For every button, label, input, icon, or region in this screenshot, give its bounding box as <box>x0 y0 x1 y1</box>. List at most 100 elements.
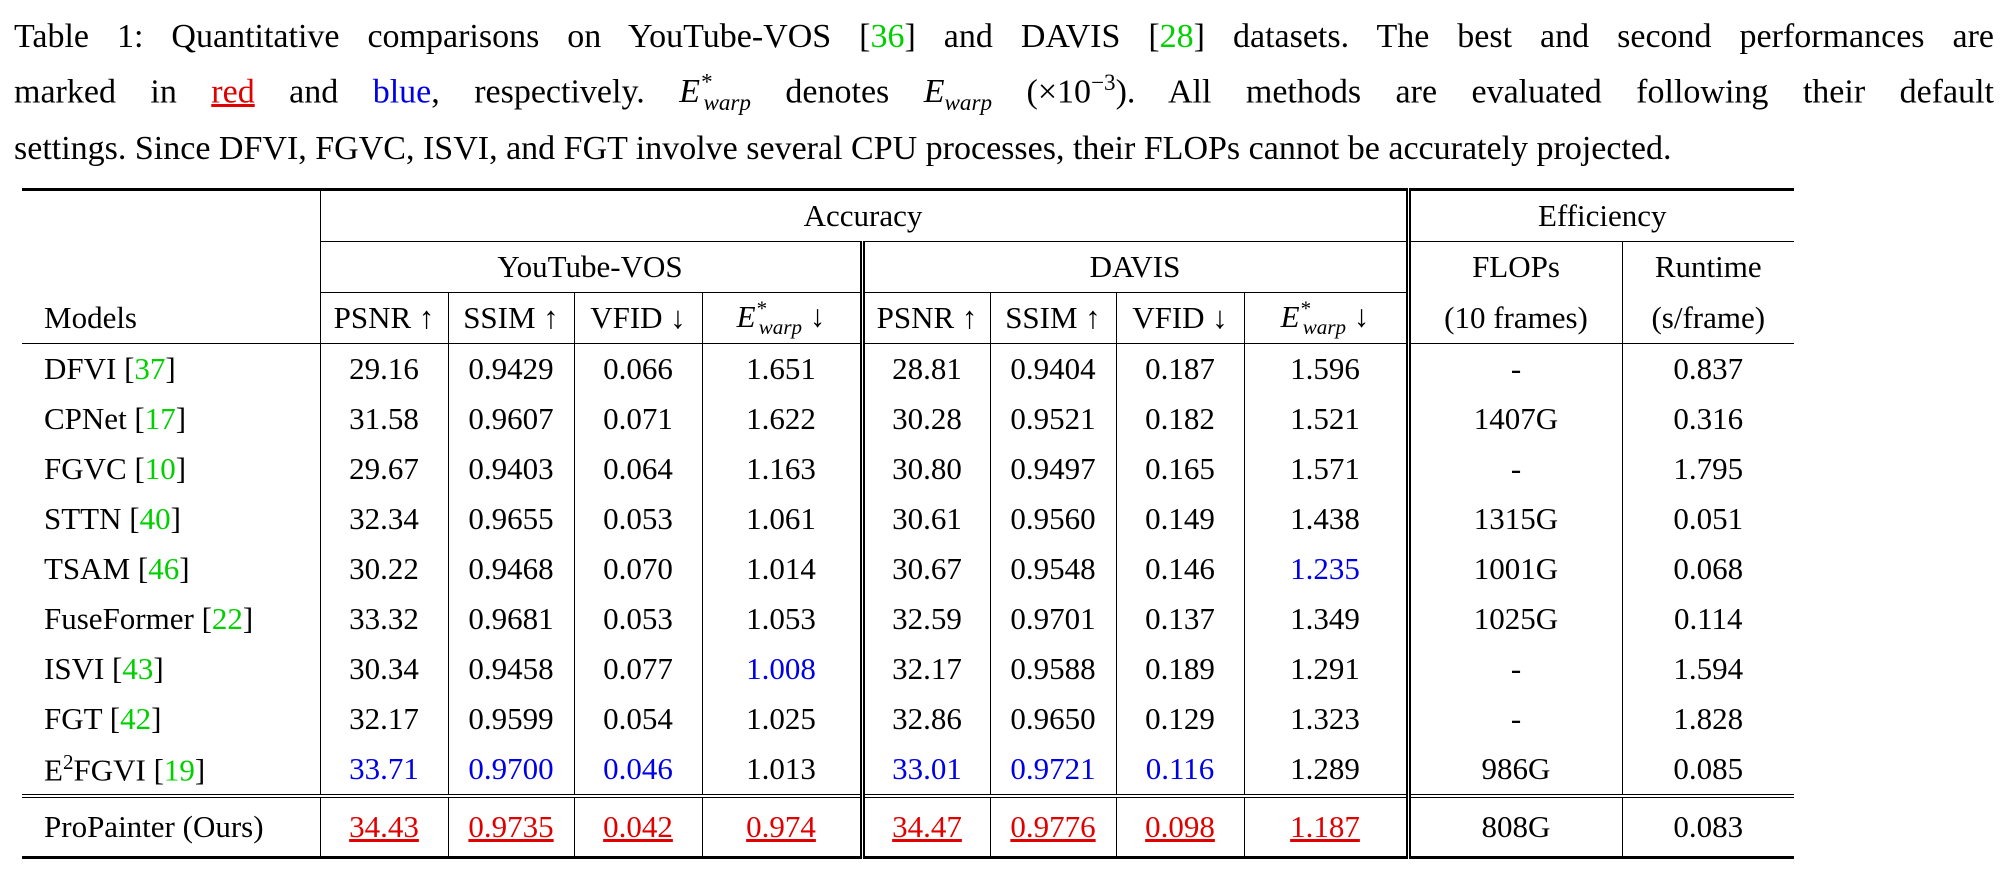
runtime-cell: 0.068 <box>1621 544 1794 594</box>
model-name: TSAM [46] <box>44 551 190 586</box>
yt-psnr-cell: 32.17 <box>319 694 448 744</box>
ewarp-symbol: Ewarp <box>923 73 993 117</box>
caption-line-1: Table 1: Quantitative comparisons on You… <box>14 18 1995 55</box>
dv-ssim-cell: 0.9650 <box>989 694 1116 744</box>
yt-ewarp-cell: 1.008 <box>701 644 862 694</box>
yt-vfid-cell: 0.066 <box>573 343 702 394</box>
yt-ewarp-cell: 1.622 <box>701 394 862 444</box>
yt-ssim-cell: 0.9599 <box>447 694 574 744</box>
caption-line-2: marked in red and blue, respectively. E*… <box>14 70 1994 117</box>
dv-vfid-cell: 0.149 <box>1115 494 1244 544</box>
accuracy-header: Accuracy <box>319 189 1408 242</box>
dv-vfid-cell: 0.165 <box>1115 444 1244 494</box>
yt-ssim-cell: 0.9607 <box>447 394 574 444</box>
dv-psnr-cell: 32.17 <box>859 644 990 694</box>
citation-link[interactable]: 10 <box>144 451 176 486</box>
models-header: Models <box>44 299 137 335</box>
dv-ssim-header: SSIM ↑ <box>989 292 1116 344</box>
yt-ssim-cell: 0.9655 <box>447 494 574 544</box>
yt-vfid-cell: 0.053 <box>573 594 702 644</box>
dv-ewarp-cell: 1.235 <box>1243 544 1408 594</box>
model-name: FGVC [10] <box>44 451 187 486</box>
dv-vfid-cell: 0.137 <box>1115 594 1244 644</box>
flops-subheader: (10 frames) <box>1405 292 1622 344</box>
yt-psnr-header: PSNR ↑ <box>319 292 448 344</box>
column-header-row: Models PSNR ↑ SSIM ↑ VFID ↓ E*warp ↓ PSN… <box>22 292 1794 344</box>
yt-ssim-cell: 0.9468 <box>447 544 574 594</box>
flops-cell: 1407G <box>1405 394 1622 444</box>
yt-ewarp-cell: 1.053 <box>701 594 862 644</box>
ewarp-star-symbol: E*warp <box>679 70 751 117</box>
yt-ewarp-cell: 1.651 <box>701 343 862 394</box>
yt-ssim-cell: 0.9458 <box>447 644 574 694</box>
yt-vfid-cell: 0.042 <box>573 796 702 858</box>
dv-ssim-cell: 0.9588 <box>989 644 1116 694</box>
flops-cell: - <box>1405 343 1622 394</box>
dv-ssim-cell: 0.9701 <box>989 594 1116 644</box>
dv-vfid-cell: 0.116 <box>1115 744 1244 796</box>
yt-vfid-cell: 0.077 <box>573 644 702 694</box>
dv-vfid-cell: 0.187 <box>1115 343 1244 394</box>
dv-ssim-cell: 0.9721 <box>989 744 1116 796</box>
yt-psnr-cell: 33.71 <box>319 744 448 796</box>
yt-ewarp-cell: 0.974 <box>701 796 862 858</box>
dv-psnr-cell: 30.67 <box>859 544 990 594</box>
yt-psnr-cell: 32.34 <box>319 494 448 544</box>
efficiency-header: Efficiency <box>1405 189 1794 242</box>
citation-link[interactable]: 22 <box>211 601 243 636</box>
citation-link[interactable]: 46 <box>148 551 180 586</box>
dv-ewarp-header: E*warp ↓ <box>1243 292 1408 344</box>
yt-vfid-cell: 0.046 <box>573 744 702 796</box>
results-table: Accuracy Efficiency YouTube-VOS DAVIS FL… <box>22 188 1794 859</box>
citation-link[interactable]: 19 <box>163 752 195 788</box>
blue-legend-word: blue <box>372 73 432 111</box>
table-row: CPNet [17] 31.58 0.9607 0.071 1.622 30.28 0.95… <box>22 394 1794 444</box>
citation-link[interactable]: 42 <box>120 701 152 736</box>
flops-cell: 1315G <box>1405 494 1622 544</box>
dv-ewarp-cell: 1.596 <box>1243 343 1408 394</box>
flops-cell: 1001G <box>1405 544 1622 594</box>
yt-psnr-cell: 29.67 <box>319 444 448 494</box>
model-name: DFVI [37] <box>44 351 176 386</box>
red-legend-word: red <box>211 73 255 111</box>
citation-link[interactable]: 40 <box>139 501 171 536</box>
caption-line-3: settings. Since DFVI, FGVC, ISVI, and FG… <box>14 130 1672 168</box>
citation-link[interactable]: 43 <box>122 651 154 686</box>
yt-psnr-cell: 33.32 <box>319 594 448 644</box>
table-row: ProPainter (Ours) 34.43 0.9735 0.042 0.974 34… <box>22 796 1794 858</box>
citation-link[interactable]: 37 <box>134 351 166 386</box>
dv-ewarp-cell: 1.291 <box>1243 644 1408 694</box>
table-row: DFVI [37] 29.16 0.9429 0.066 1.651 28.81 0.940… <box>22 343 1794 394</box>
runtime-cell: 0.083 <box>1621 796 1794 858</box>
yt-ssim-cell: 0.9700 <box>447 744 574 796</box>
model-name: ISVI [43] <box>44 651 164 686</box>
flops-header: FLOPs <box>1405 241 1622 293</box>
yt-vfid-cell: 0.064 <box>573 444 702 494</box>
flops-cell: 986G <box>1405 744 1622 796</box>
citation-link[interactable]: 28 <box>1159 18 1194 55</box>
dv-ewarp-cell: 1.438 <box>1243 494 1408 544</box>
yt-psnr-cell: 30.22 <box>319 544 448 594</box>
citation-link[interactable]: 36 <box>870 18 905 55</box>
citation-link[interactable]: 17 <box>144 401 176 436</box>
dv-ewarp-cell: 1.571 <box>1243 444 1408 494</box>
dv-ewarp-cell: 1.289 <box>1243 744 1408 796</box>
yt-ewarp-cell: 1.061 <box>701 494 862 544</box>
yt-vfid-header: VFID ↓ <box>573 292 702 344</box>
dv-ewarp-cell: 1.521 <box>1243 394 1408 444</box>
flops-cell: 808G <box>1405 796 1622 858</box>
dv-ssim-cell: 0.9521 <box>989 394 1116 444</box>
yt-ssim-header: SSIM ↑ <box>447 292 574 344</box>
flops-cell: 1025G <box>1405 594 1622 644</box>
model-name: ProPainter (Ours) <box>44 809 264 844</box>
dv-ssim-cell: 0.9404 <box>989 343 1116 394</box>
yt-ssim-cell: 0.9681 <box>447 594 574 644</box>
table-row: FGVC [10] 29.67 0.9403 0.064 1.163 30.80 0.949… <box>22 444 1794 494</box>
runtime-cell: 1.795 <box>1621 444 1794 494</box>
runtime-cell: 0.114 <box>1621 594 1794 644</box>
dv-psnr-cell: 30.28 <box>859 394 990 444</box>
model-name: E2FGVI [19] <box>44 749 206 788</box>
yt-ewarp-cell: 1.163 <box>701 444 862 494</box>
runtime-cell: 0.051 <box>1621 494 1794 544</box>
table-row: ISVI [43] 30.34 0.9458 0.077 1.008 32.17 0.958… <box>22 644 1794 694</box>
